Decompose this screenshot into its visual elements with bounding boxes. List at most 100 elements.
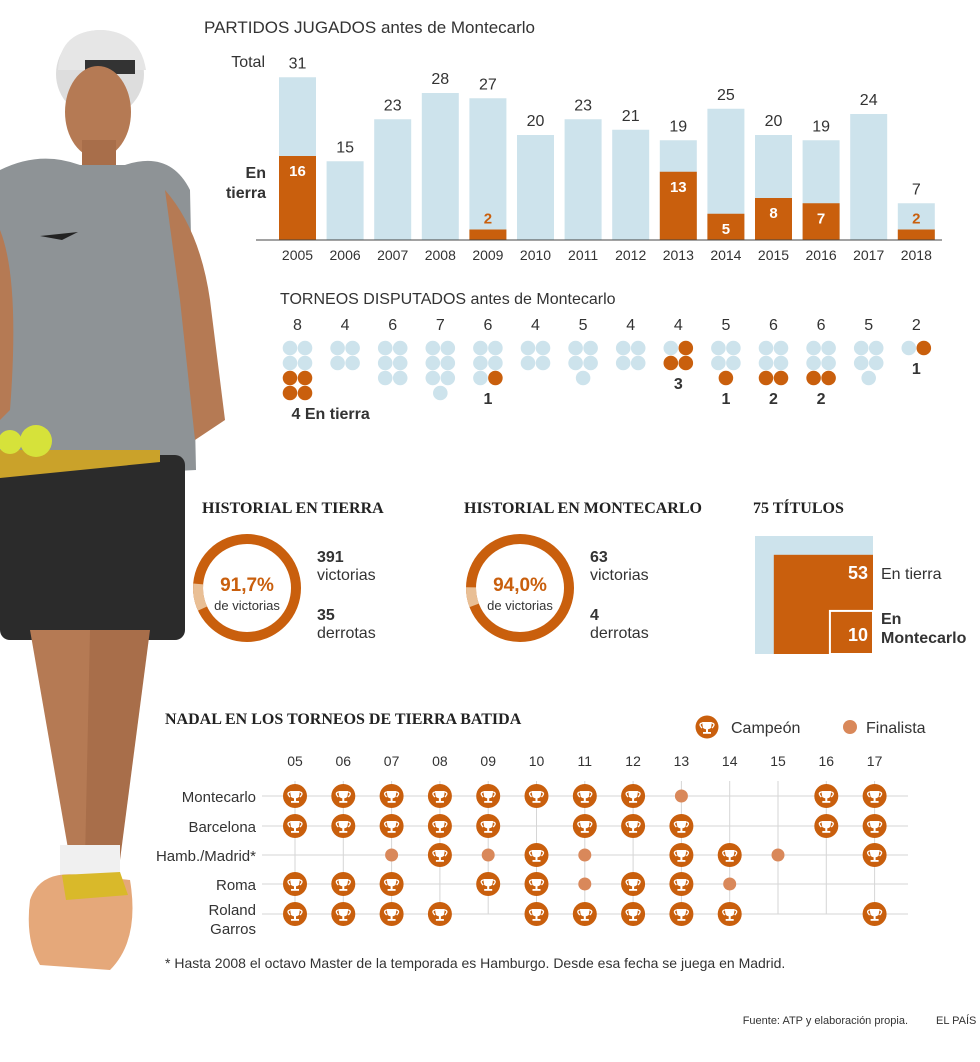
dot-other	[583, 340, 598, 356]
trophy-handle	[879, 850, 883, 857]
trophy-cup	[676, 909, 687, 917]
bar-clay-label: 8	[769, 205, 777, 222]
trophy-handle	[383, 791, 388, 798]
dot-clay	[282, 370, 298, 386]
champion-icon	[379, 814, 404, 838]
titles-title: 75 TÍTULOS	[753, 498, 844, 517]
trophy-cup	[338, 821, 349, 829]
champion-icon	[717, 902, 742, 926]
dot-clay	[678, 355, 694, 371]
champion-icon	[669, 843, 694, 867]
bar-total-label: 21	[622, 108, 640, 125]
grid-column-label: 15	[770, 753, 786, 769]
trophy-base	[387, 831, 396, 833]
trophy-cup	[628, 791, 639, 799]
trophy-handle	[685, 909, 690, 916]
player-photo-icon	[0, 30, 225, 970]
trophy-stem	[535, 798, 538, 801]
trophy-handle	[492, 791, 496, 798]
clay-tournaments-grid: NADAL EN LOS TORNEOS DE TIERRA BATIDA Cam…	[156, 711, 926, 938]
trophy-handle	[673, 821, 677, 828]
trophy-base	[291, 831, 299, 833]
champion-icon	[669, 814, 694, 838]
trophy-stem	[294, 798, 296, 801]
trophy-cup	[386, 909, 397, 917]
trophy-cup	[869, 821, 880, 829]
legend-finalist-label: Finalista	[866, 720, 926, 737]
trophy-handle	[589, 821, 593, 828]
trophy-handle	[734, 850, 738, 857]
tournament-clay-label: 3	[674, 376, 683, 393]
grid-row-label: Roma	[216, 877, 257, 894]
dot-clay	[806, 370, 821, 386]
donut-percent: 94,0%	[493, 575, 547, 596]
trophy-stem	[535, 886, 538, 889]
trophy-handle	[492, 821, 496, 828]
bar-total-label: 19	[669, 118, 687, 135]
trophy-cup	[483, 791, 494, 799]
champion-icon	[669, 902, 694, 926]
grid-row-label: Barcelona	[188, 819, 256, 836]
bar-total	[612, 129, 650, 240]
champion-icon	[283, 814, 307, 838]
trophy-handle	[444, 850, 448, 857]
trophy-cup	[676, 821, 687, 829]
trophy-stem	[873, 828, 876, 831]
trophy-stem	[632, 886, 635, 889]
bar-total-label: 24	[860, 92, 878, 109]
champion-icon	[621, 784, 646, 808]
champion-icon	[572, 902, 597, 926]
trophy-cup	[676, 850, 687, 858]
trophy-handle	[444, 821, 448, 828]
trophy-handle	[432, 791, 436, 798]
trophy-cup	[483, 879, 494, 887]
donut-wins-label: victorias	[590, 567, 649, 584]
donut-clay-record: HISTORIAL EN TIERRA 91,7% de victorias 391v…	[192, 500, 384, 642]
dot-other	[377, 370, 393, 386]
champion-icon	[331, 784, 356, 808]
trophy-handle	[480, 821, 484, 828]
trophy-stem	[294, 828, 296, 831]
dot-other	[425, 340, 441, 356]
grid-column-label: 11	[578, 753, 593, 769]
dot-other	[630, 355, 646, 371]
trophy-base	[339, 831, 348, 833]
trophy-stem	[680, 916, 683, 919]
trophy-cup	[628, 909, 639, 917]
dot-other	[821, 340, 836, 356]
champion-icon	[283, 784, 307, 808]
trophy-handle	[879, 791, 883, 798]
grid-column-label: 17	[867, 753, 883, 769]
trophy-base	[532, 860, 541, 862]
finalist-dot	[385, 848, 399, 862]
trophy-base	[532, 889, 541, 891]
dot-other	[488, 355, 503, 371]
champion-icon	[524, 872, 549, 896]
legend-champion-label: Campeón	[731, 720, 800, 737]
trophy-base	[580, 801, 589, 803]
grid-title: NADAL EN LOS TORNEOS DE TIERRA BATIDA	[165, 711, 522, 728]
trophy-handle	[432, 821, 436, 828]
trophy-stem	[390, 886, 393, 889]
trophy-handle	[625, 909, 629, 916]
trophy-stem	[728, 916, 731, 919]
trophy-stem	[583, 828, 586, 831]
footnote: * Hasta 2008 el octavo Master de la temp…	[165, 955, 785, 971]
trophy-handle	[541, 850, 545, 857]
trophy-stem	[487, 828, 490, 831]
tournament-total-label: 4	[626, 317, 635, 334]
trophy-cup	[724, 909, 735, 917]
trophy-handle	[879, 821, 883, 828]
trophy-stem	[680, 857, 683, 860]
champion-icon	[379, 784, 404, 808]
trophy-handle	[347, 879, 351, 886]
dot-other	[773, 340, 789, 356]
donut-percent: 91,7%	[220, 575, 274, 596]
donut-title: HISTORIAL EN MONTECARLO	[464, 500, 702, 517]
bar-total-label: 28	[431, 71, 449, 88]
dot-other	[868, 340, 884, 356]
trophy-base	[291, 919, 299, 921]
donut-montecarlo-record: HISTORIAL EN MONTECARLO 94,0% de victorias…	[464, 500, 702, 642]
finalist-dot	[771, 848, 785, 862]
trophy-cup	[290, 909, 300, 917]
